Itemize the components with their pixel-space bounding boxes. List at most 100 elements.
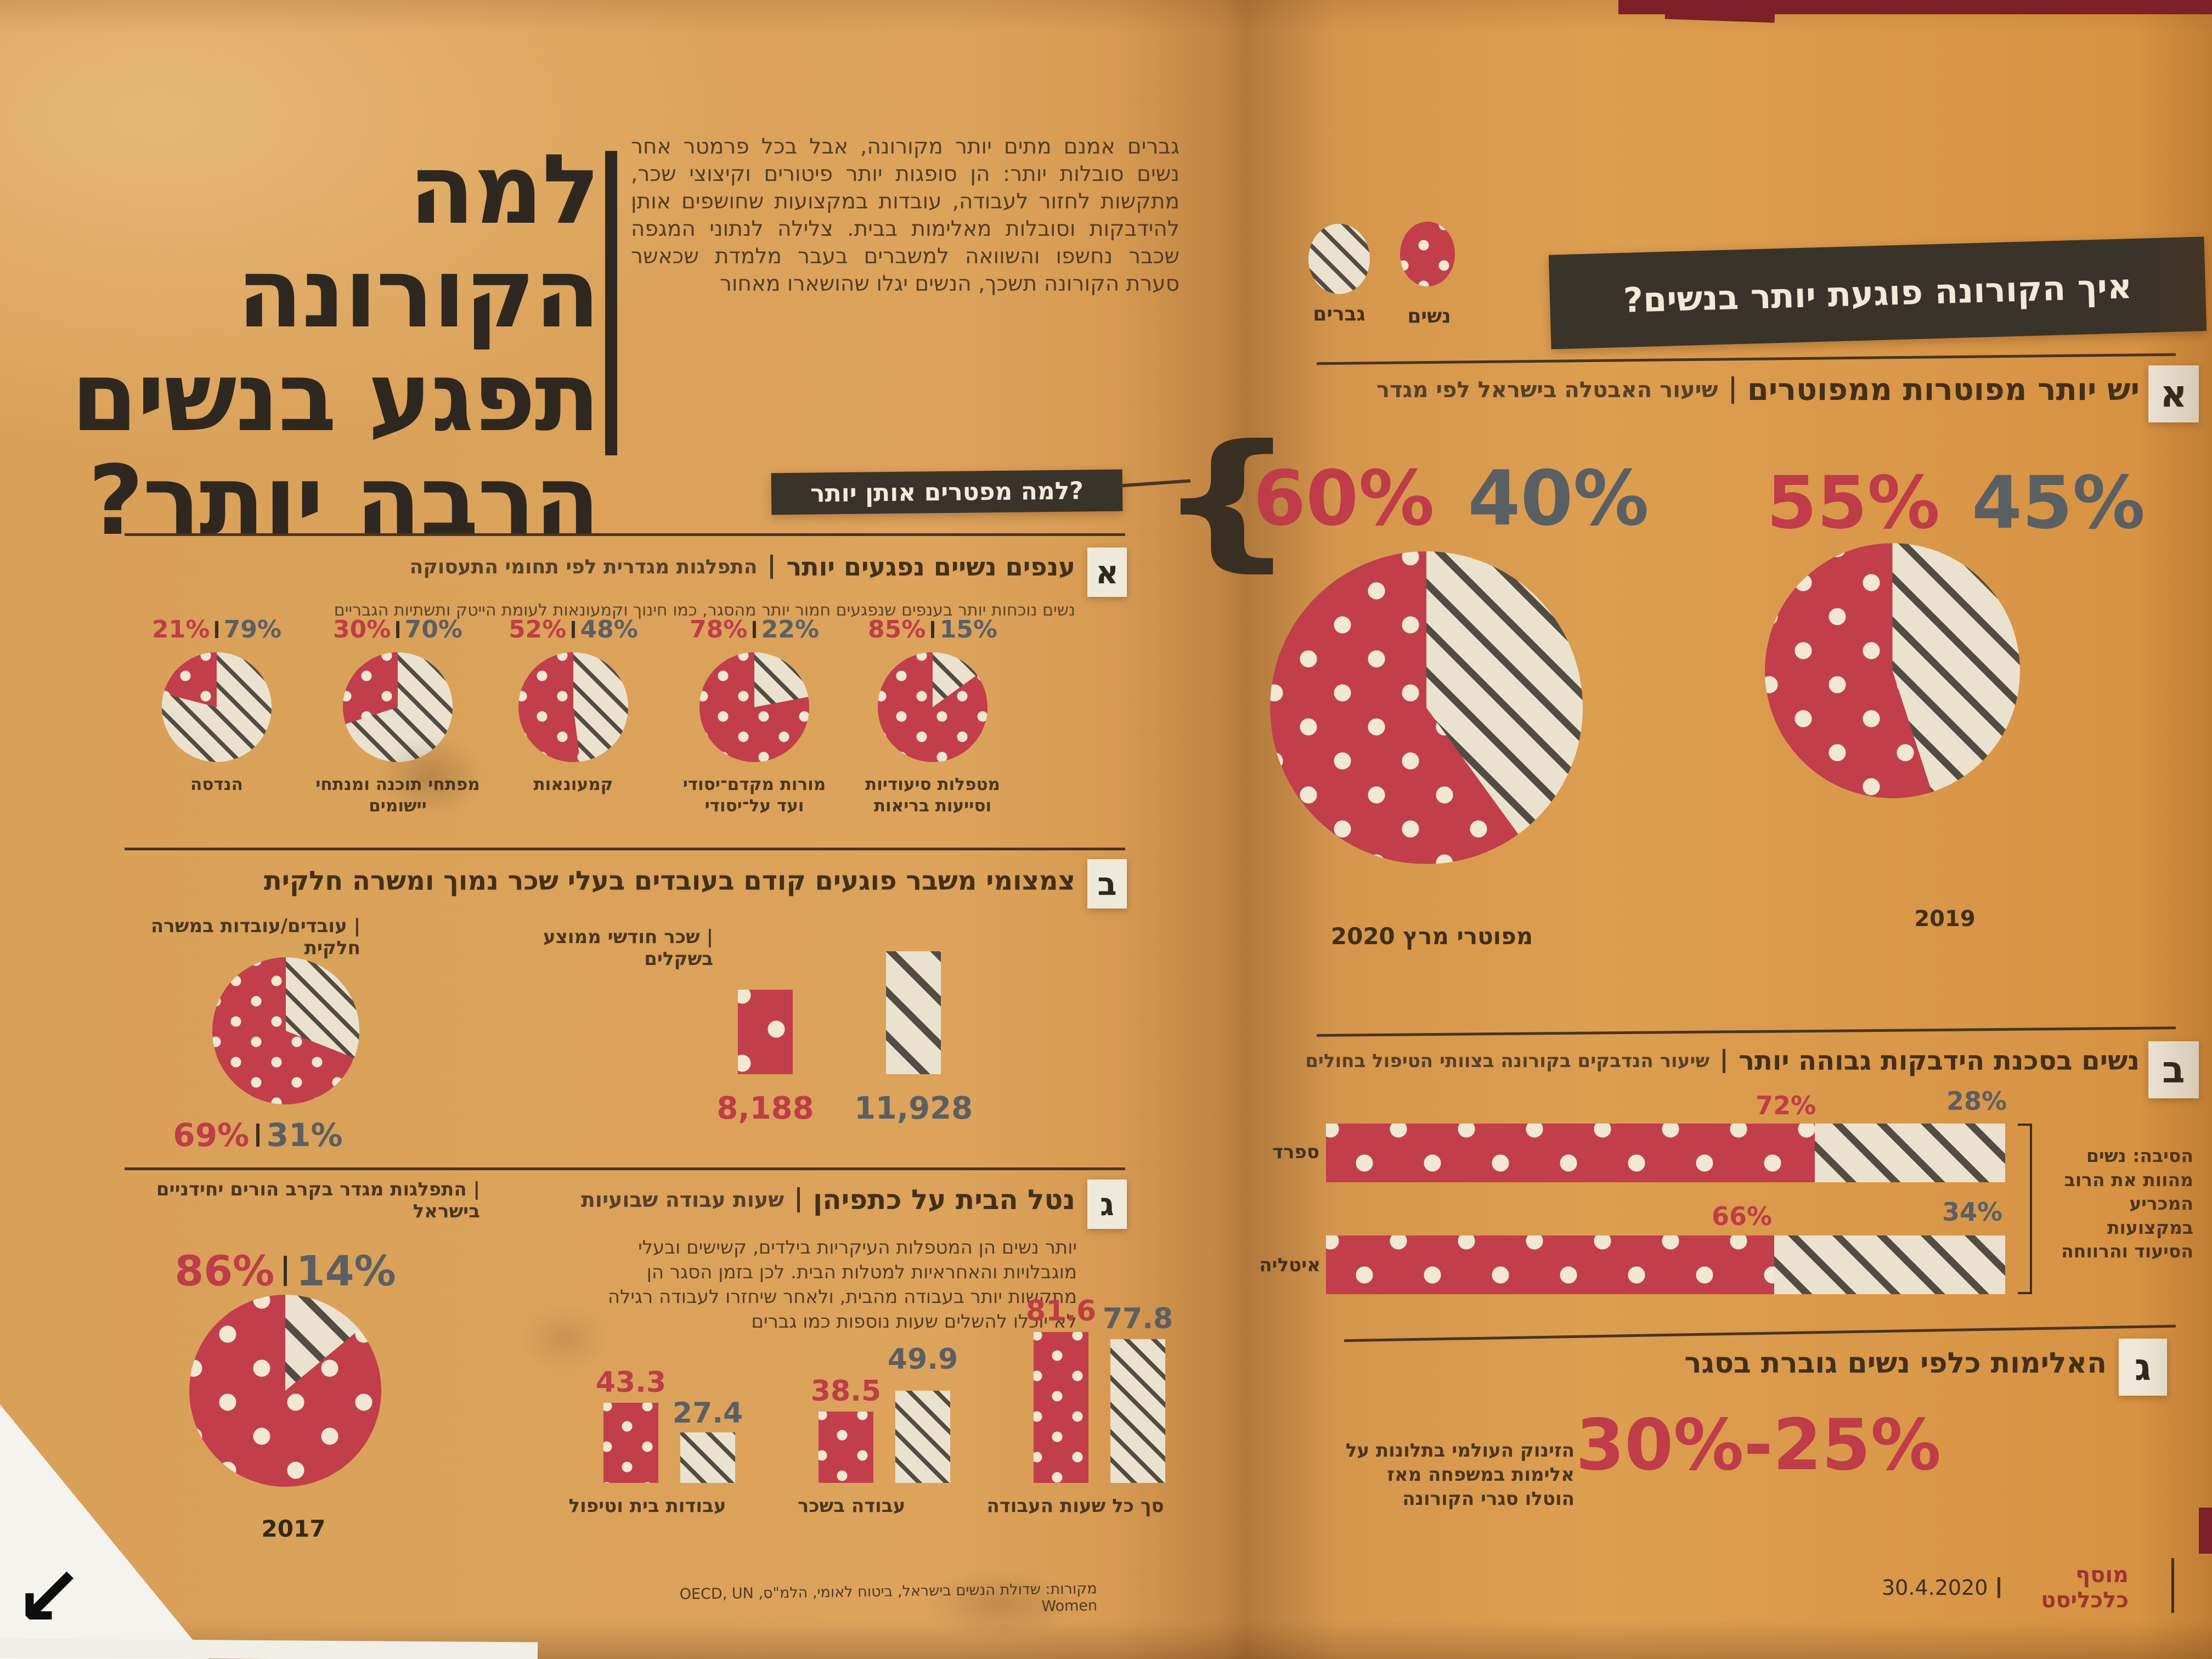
right-section-a-rule — [1317, 353, 2176, 365]
legend-men-label: גברים — [1313, 303, 1365, 325]
year-2019-pie-chart — [1765, 543, 2020, 798]
men-percent: 14% — [296, 1246, 396, 1295]
italy-men-percent: 34% — [1942, 1197, 2003, 1227]
percent-divider — [931, 620, 934, 639]
industry-pie-chart — [162, 652, 272, 762]
industry-pie-percentages: 78% 22% — [667, 616, 842, 644]
men-hours-bar — [895, 1391, 950, 1483]
women-pie-slice — [343, 652, 453, 762]
left-section-c-title: נטל הבית על כתפיהן — [813, 1184, 1075, 1216]
men-percent: 15% — [939, 616, 997, 644]
men-hours-value: 27.4 — [672, 1397, 743, 1430]
women-pie-slice — [878, 652, 988, 762]
footer-date: 30.4.2020 — [1882, 1576, 1988, 1600]
left-section-c-rule — [125, 1167, 1125, 1170]
women-hours-value: 43.3 — [595, 1366, 667, 1399]
italy-label: איטליה — [1259, 1254, 1321, 1276]
hours-category-label: סך כל שעות העבודה — [986, 1495, 1164, 1517]
headline-line-3: הרבה יותר? — [88, 445, 600, 557]
percent-divider — [215, 620, 218, 639]
industry-pie-label: קמעונאות — [533, 775, 613, 794]
right-section-b-marker: ב — [2148, 1041, 2199, 1098]
left-section-a-subtitle: התפלגות מגדרית לפי תחומי התעסוקה — [409, 555, 758, 578]
footer-divider — [1997, 1577, 2001, 1598]
left-section-c-paragraph: יותר נשים הן המטפלות העיקריות בילדים, קש… — [607, 1237, 1077, 1333]
title-divider — [797, 1187, 800, 1212]
women-hours-bar — [603, 1403, 658, 1483]
single-parents-title: | התפלגות מגדר בקרב הורים יחידניים בישרא… — [156, 1178, 480, 1222]
left-section-b-marker: ב — [1087, 859, 1127, 909]
hours-category-label: עבודה בשכר — [797, 1495, 906, 1517]
women-pie-slice — [1765, 543, 2020, 798]
industry-pie-label: מורות מקדם־יסודי ועד על־יסודי — [682, 775, 826, 816]
right-section-a-header: יש יותר מפוטרות ממפוטרים שיעור האבטלה בי… — [1376, 372, 2140, 408]
women-percent: 69% — [173, 1116, 250, 1154]
year-2019-caption: 2019 — [1914, 906, 1976, 932]
left-section-c-subtitle: שעות עבודה שבועיות — [580, 1188, 785, 1212]
industry-pie-chart — [878, 652, 988, 762]
percent-divider — [284, 1256, 287, 1286]
right-section-c-title: האלימות כלפי נשים גוברת בסגר — [1684, 1347, 2107, 1380]
men-hours-bar — [680, 1432, 735, 1483]
women-percent: 78% — [690, 616, 748, 644]
left-banner-title: למה מפטרים אותן יותר? — [771, 469, 1123, 515]
magazine-right-edge-sliver — [2199, 1508, 2212, 1554]
women-pie-slice — [518, 652, 628, 762]
right-section-b-rule — [1317, 1026, 2176, 1037]
women-wage-value: 8,188 — [716, 1091, 814, 1126]
women-bar-fill — [1326, 1235, 1775, 1294]
reason-bracket-tick-top — [2018, 1124, 2032, 1126]
women-pie-slice — [189, 1295, 381, 1487]
women-pie-slice — [162, 652, 272, 762]
men-wage-value: 11,928 — [854, 1091, 973, 1126]
men-hours-value: 77.8 — [1102, 1302, 1173, 1335]
spain-infection-bar — [1326, 1124, 2005, 1182]
men-percent: 22% — [761, 616, 819, 644]
women-wage-bar — [738, 990, 793, 1074]
industry-pie-percentages: 21% 79% — [129, 616, 304, 644]
industry-pie-label: הנדסה — [190, 775, 243, 794]
men-hours-bar — [1110, 1339, 1165, 1483]
right-section-a-marker: א — [2148, 365, 2199, 422]
men-percent: 79% — [223, 616, 281, 644]
march-2020-pie-chart — [1270, 551, 1583, 864]
left-section-a-header: ענפים נשיים נפגעים יותר התפלגות מגדרית ל… — [307, 552, 1075, 582]
legend-women-swatch — [1400, 222, 1455, 286]
women-pie-slice — [1270, 551, 1583, 864]
left-section-a-marker: א — [1087, 548, 1127, 597]
percent-divider — [572, 620, 575, 639]
women-hours-value: 81.6 — [1025, 1295, 1097, 1328]
reason-bracket — [2030, 1124, 2032, 1294]
infection-reason-note: הסיבה: נשים מהוות את הרוב המכריע במקצועו… — [2061, 1145, 2193, 1262]
industry-pie-label: מטפלות סיעודיות וסייעות בריאות — [865, 775, 1000, 816]
left-section-c-header: נטל הבית על כתפיהן שעות עבודה שבועיות — [466, 1184, 1075, 1216]
men-percent: 48% — [580, 616, 638, 644]
footer-edge-tick — [2171, 1558, 2174, 1613]
march-2020-percentages: 60% 40% — [1253, 454, 1649, 543]
spain-women-percent: 72% — [1756, 1091, 1816, 1120]
women-hours-bar — [819, 1412, 873, 1483]
left-section-a-note: נשים נוכחות יותר בענפים שנפגעים חמור יות… — [334, 601, 1075, 620]
women-hours-bar — [1034, 1332, 1088, 1483]
italy-infection-bar — [1326, 1235, 2005, 1294]
women-percent: 21% — [152, 616, 210, 644]
industry-pie-group: 52% 48% קמעונאות — [486, 616, 661, 795]
right-section-a-subtitle: שיעור האבטלה בישראל לפי מגדר — [1376, 377, 1718, 403]
spain-men-percent: 28% — [1946, 1086, 2007, 1116]
legend-men-swatch — [1308, 224, 1370, 294]
industry-pie-group: 21% 79% הנדסה — [129, 616, 304, 795]
corner-arrow-icon: ↙ — [14, 1549, 83, 1645]
industry-pie-percentages: 52% 48% — [486, 616, 661, 644]
reason-bracket-tick-bottom — [2018, 1292, 2032, 1294]
spain-label: ספרד — [1272, 1141, 1319, 1163]
single-parents-pie-chart — [189, 1295, 381, 1487]
men-percent: 70% — [404, 616, 462, 644]
left-section-b-title: צמצומי משבר פוגעים קודם בעובדים בעלי שכר… — [263, 866, 1075, 896]
headline-vertical-bar — [605, 151, 617, 455]
left-section-c-marker: ג — [1087, 1180, 1127, 1229]
left-section-a-title: ענפים נשיים נפגעים יותר — [786, 552, 1075, 582]
industry-pie-group: 30% 70% מפתחי תוכנה ומנתחי יישומים — [310, 616, 486, 817]
industry-pie-group: 85% 15% מטפלות סיעודיות וסייעות בריאות — [845, 616, 1020, 817]
title-divider — [1731, 376, 1734, 404]
right-section-c-marker: ג — [2119, 1339, 2167, 1396]
